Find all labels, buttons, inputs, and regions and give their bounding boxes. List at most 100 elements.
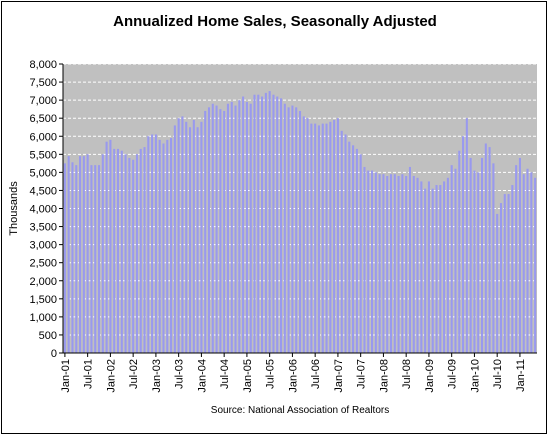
bar [177, 118, 180, 353]
bar [101, 154, 104, 353]
bar [86, 154, 89, 353]
y-tick-label: 2,000 [29, 276, 57, 288]
bar [443, 181, 446, 353]
bar [336, 118, 339, 353]
bar [185, 121, 188, 353]
bar [401, 174, 404, 353]
x-tick-label: Jan-03 [151, 359, 163, 393]
chart-title: Annualized Home Sales, Seasonally Adjust… [113, 13, 437, 30]
bar [226, 103, 229, 353]
bar [219, 109, 222, 353]
y-tick-label: 1,500 [29, 294, 57, 306]
bar [82, 156, 85, 353]
bar [518, 157, 521, 353]
bar [272, 94, 275, 354]
bar [420, 181, 423, 353]
y-tick-labels: 0 500 1,000 1,500 2,000 2,500 3,000 3,500 4,000 4… [29, 59, 57, 360]
bar [67, 156, 70, 353]
bar [458, 150, 461, 353]
bar [397, 175, 400, 353]
bar [446, 177, 449, 353]
bar [234, 105, 237, 353]
bar [158, 139, 161, 353]
x-tick-label: Jan-06 [287, 359, 299, 393]
bar [63, 163, 66, 353]
x-tick-label: Jul-07 [356, 359, 368, 389]
bar [109, 139, 112, 353]
y-tick-label: 7,500 [29, 77, 57, 89]
bar [120, 150, 123, 353]
bar [204, 110, 207, 354]
x-tick-label: Jul-03 [174, 359, 186, 389]
y-tick-label: 5,000 [29, 167, 57, 179]
bar [135, 154, 138, 353]
bar [207, 107, 211, 353]
bar [367, 170, 370, 353]
bar [196, 127, 199, 353]
bar [147, 136, 150, 353]
bar [405, 175, 408, 353]
bar [462, 136, 465, 353]
bar [499, 203, 503, 353]
bar [435, 185, 438, 353]
bar [427, 181, 430, 353]
bar [378, 174, 381, 353]
axes [59, 63, 537, 357]
x-tick-label: Jan-10 [469, 359, 481, 393]
bar [128, 157, 131, 353]
bar [276, 96, 279, 353]
bar [151, 134, 154, 353]
bar [374, 172, 377, 353]
x-tick-label: Jul-02 [128, 359, 140, 389]
bar [511, 185, 514, 353]
bar [473, 170, 476, 353]
bar [492, 163, 495, 353]
bar [355, 148, 358, 353]
x-tick-label: Jul-06 [310, 359, 322, 389]
y-tick-label: 4,000 [29, 204, 57, 216]
bar [450, 165, 453, 353]
bar [154, 134, 157, 353]
x-tick-labels: Jan-01 Jul-01 Jan-02 Jul-02 Jan-03 Jul-03 Jan-… [60, 359, 527, 393]
bar [113, 148, 116, 353]
x-tick-label: Jul-04 [219, 359, 231, 389]
bar [321, 123, 324, 353]
bar [344, 134, 347, 353]
bar [507, 194, 510, 353]
bar [371, 170, 374, 353]
bar [257, 94, 260, 354]
bars [63, 91, 537, 354]
bar [310, 123, 313, 353]
bar [325, 123, 328, 353]
bar [249, 103, 252, 353]
y-tick-label: 1,000 [29, 312, 57, 324]
bar [386, 175, 389, 353]
bar [496, 213, 499, 353]
bar [515, 165, 518, 353]
bar [215, 105, 218, 353]
bar [79, 156, 82, 353]
bar [75, 165, 78, 353]
bar [143, 147, 146, 353]
bar [484, 143, 487, 353]
bar [393, 174, 396, 353]
x-tick-label: Jan-04 [196, 359, 208, 393]
y-tick-label: 2,500 [29, 258, 57, 270]
bar [261, 96, 264, 353]
bar [162, 143, 165, 353]
y-tick-label: 500 [39, 330, 57, 342]
x-tick-label: Jan-02 [105, 359, 117, 393]
bar [431, 188, 434, 353]
bar [94, 165, 97, 353]
bar [97, 165, 101, 353]
bar [181, 116, 184, 353]
bar [253, 94, 256, 354]
bar [469, 157, 472, 353]
bar [439, 185, 442, 353]
x-tick-label: Jan-08 [378, 359, 390, 393]
bar [317, 125, 321, 353]
x-tick-label: Jan-11 [515, 359, 527, 392]
bar [503, 194, 506, 353]
bar [329, 121, 332, 353]
bar [424, 188, 427, 353]
